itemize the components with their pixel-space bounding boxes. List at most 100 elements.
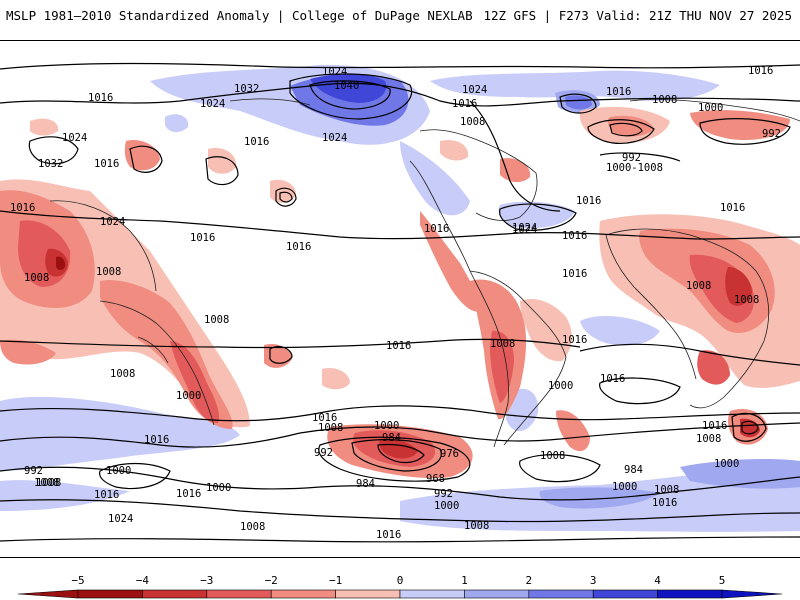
isobar-label: 1000 <box>548 380 573 392</box>
isobar-label: 1016 <box>10 202 35 214</box>
colorbar-segment <box>528 589 594 599</box>
colorbar-tick-label: 3 <box>590 574 597 587</box>
figure-title: MSLP 1981–2010 Standardized Anomaly | Co… <box>6 8 473 23</box>
isobar-label: 1024 <box>322 66 347 78</box>
isobar-label: 1000 <box>698 102 723 114</box>
isobar-label: 1016 <box>606 86 631 98</box>
colorbar-segment <box>399 589 465 599</box>
isobar-label: 1016 <box>94 489 119 501</box>
isobar-label: 1000-1008 <box>606 162 663 174</box>
isobar-label: 1000 <box>714 458 739 470</box>
colorbar-arrow-high <box>721 589 783 599</box>
isobar-label: 1008 <box>96 266 121 278</box>
isobar-label: 1000 <box>434 500 459 512</box>
colorbar-tick-label: −1 <box>329 574 342 587</box>
isobar-label: 1016 <box>286 241 311 253</box>
isobar-label: 1016 <box>144 434 169 446</box>
colorbar-segment <box>335 589 401 599</box>
colorbar-tick-label: 1 <box>461 574 468 587</box>
isobar-label: 1016 <box>562 230 587 242</box>
colorbar-tick-label: 2 <box>525 574 532 587</box>
isobar-label: 1000 <box>612 481 637 493</box>
isobar-label: 1016 <box>562 268 587 280</box>
isobar-label: 992 <box>622 152 641 164</box>
colorbar-segment <box>464 589 530 599</box>
isobar-label: 968 <box>426 473 445 485</box>
isobar-label: 1016 <box>312 412 337 424</box>
colorbar-tick-label: 5 <box>719 574 726 587</box>
isobar-label: 1008 <box>24 272 49 284</box>
isobar-label: 1008 <box>464 520 489 532</box>
colorbar-arrow-low <box>17 589 79 599</box>
isobar-label: 1040 <box>334 80 359 92</box>
colorbar-tick-label: 4 <box>654 574 661 587</box>
colorbar-segment <box>206 589 272 599</box>
isobar-label: 1008 <box>654 484 679 496</box>
isobar-label: 1008 <box>652 94 677 106</box>
isobar-label: 1016 <box>386 340 411 352</box>
isobar-label: 1016 <box>376 529 401 541</box>
isobar-label: 992 <box>434 488 453 500</box>
colorbar: −5 −4 −3 −2 −1 0 1 2 3 4 5 <box>0 570 800 600</box>
colorbar-svg: −5 −4 −3 −2 −1 0 1 2 3 4 5 <box>17 574 783 599</box>
isobar-label: 1024 <box>512 224 537 236</box>
isobar-label: 1024 <box>108 513 133 525</box>
isobar-label: 1008 <box>34 477 59 489</box>
isobar-label: 992 <box>314 447 333 459</box>
isobar-label: 976 <box>440 448 459 460</box>
header: MSLP 1981–2010 Standardized Anomaly | Co… <box>0 0 800 38</box>
isobar-label: 1008 <box>204 314 229 326</box>
isobar-label: 1016 <box>244 136 269 148</box>
isobar-label: 1016 <box>452 98 477 110</box>
colorbar-segment <box>77 589 143 599</box>
isobar-label: 1008 <box>490 338 515 350</box>
isobar-label: 984 <box>356 478 375 490</box>
isobar-label: 1016 <box>652 497 677 509</box>
isobar-label: 992 <box>24 465 43 477</box>
colorbar-tick-label: −3 <box>200 574 213 587</box>
isobar-label: 1016 <box>176 488 201 500</box>
isobar-label: 1016 <box>88 92 113 104</box>
isobar-label: 1008 <box>686 280 711 292</box>
isobar-label: 1024 <box>200 98 225 110</box>
isobar-label: 1016 <box>94 158 119 170</box>
isobar-label: 1024 <box>100 216 125 228</box>
isobar-label: 1000 <box>206 482 231 494</box>
isobar-label: 1016 <box>562 334 587 346</box>
isobar-label: 1024 <box>462 84 487 96</box>
isobar-label: 1016 <box>576 195 601 207</box>
isobars <box>0 62 800 543</box>
anomaly-map: 1024 1016 1032 1040 1024 1016 1024 1016 … <box>0 40 800 558</box>
isobar-label: 1008 <box>696 433 721 445</box>
colorbar-segment <box>270 589 336 599</box>
isobar-label: 1024 <box>512 222 537 234</box>
isobar-label: 1016 <box>720 202 745 214</box>
isobar-label: 1016 <box>190 232 215 244</box>
isobar-label: 1024 <box>322 132 347 144</box>
isobar-label: 1016 <box>424 223 449 235</box>
colorbar-tick-label: −2 <box>265 574 278 587</box>
isobar-label: 1016 <box>748 65 773 77</box>
isobar-label: 1008 <box>540 450 565 462</box>
isobar-label: 1000 <box>176 390 201 402</box>
negative-anomaly-shading <box>0 106 800 479</box>
coastlines <box>49 98 800 448</box>
isobar-label: 1008 <box>460 116 485 128</box>
isobar-label: 1008 <box>240 521 265 533</box>
isobar-label: 1016 <box>600 373 625 385</box>
isobar-label: 1016 <box>702 420 727 432</box>
colorbar-tick-label: −4 <box>136 574 150 587</box>
isobar-label: 992 <box>762 128 781 140</box>
colorbar-tick-label: −5 <box>71 574 84 587</box>
isobar-label: 1008 <box>734 294 759 306</box>
isobar-label: 1000 <box>374 420 399 432</box>
isobar-label: 984 <box>382 432 401 444</box>
map-canvas: 1024 1016 1032 1040 1024 1016 1024 1016 … <box>0 62 800 543</box>
isobar-label: 1008 <box>318 422 343 434</box>
isobar-label: 984 <box>624 464 643 476</box>
colorbar-segment <box>657 589 723 599</box>
colorbar-tick-label: 0 <box>397 574 404 587</box>
isobar-label: 1000 <box>106 465 131 477</box>
colorbar-segment <box>592 589 658 599</box>
